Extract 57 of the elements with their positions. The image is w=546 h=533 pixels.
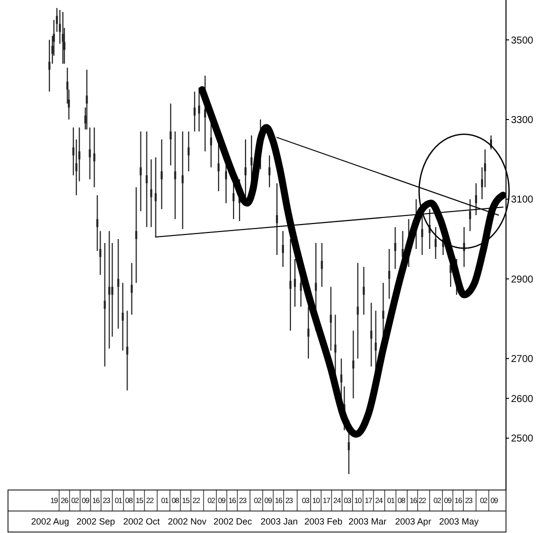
candlestick bbox=[88, 126, 91, 180]
candlestick bbox=[160, 138, 163, 210]
y-tick-label: 2600 bbox=[511, 394, 534, 405]
candlestick bbox=[194, 91, 196, 132]
y-tick-label: 3300 bbox=[511, 115, 534, 126]
text: 2002 Nov bbox=[168, 516, 207, 527]
candlestick bbox=[469, 198, 472, 232]
candlestick bbox=[362, 266, 365, 316]
candlestick bbox=[182, 130, 184, 230]
candlestick bbox=[268, 154, 270, 188]
candlestick bbox=[198, 87, 200, 132]
candlestick bbox=[394, 226, 396, 270]
candlestick bbox=[434, 226, 437, 260]
candlestick bbox=[475, 182, 478, 216]
candlestick bbox=[104, 242, 106, 368]
candlestick bbox=[340, 358, 342, 399]
candlestick bbox=[126, 310, 128, 391]
candlestick bbox=[146, 130, 148, 228]
candlestick bbox=[388, 248, 390, 300]
text: 2003 Feb bbox=[304, 516, 342, 527]
y-tick-label: 2700 bbox=[511, 354, 534, 366]
text: 2003 Jan bbox=[260, 516, 298, 527]
candlestick bbox=[154, 156, 157, 238]
candlestick bbox=[135, 186, 138, 284]
candlestick bbox=[282, 230, 284, 268]
candlestick bbox=[276, 182, 278, 256]
y-tick-label: 3100 bbox=[511, 194, 534, 206]
candlestick bbox=[122, 282, 124, 352]
candlestick bbox=[320, 242, 323, 288]
candlestick bbox=[62, 11, 64, 64]
candlestick bbox=[356, 262, 359, 360]
candlestick bbox=[188, 130, 190, 172]
text: 2002 Sep bbox=[76, 516, 116, 527]
candlestick bbox=[352, 330, 354, 399]
text: 2003 May bbox=[439, 516, 480, 527]
text: 2003 Apr bbox=[395, 516, 432, 527]
candlestick bbox=[117, 238, 120, 330]
candlestick bbox=[289, 238, 292, 332]
candlestick bbox=[150, 158, 152, 228]
candlestick bbox=[48, 39, 50, 92]
text: 2003 Mar bbox=[348, 516, 387, 527]
y-tick-label: 2500 bbox=[511, 434, 534, 445]
text: 2002 Aug bbox=[31, 516, 70, 527]
candlestick bbox=[170, 103, 172, 166]
candlestick bbox=[294, 258, 296, 308]
candlestick bbox=[370, 302, 372, 368]
candlestick bbox=[108, 230, 110, 350]
y-tick-label: 3500 bbox=[511, 35, 534, 46]
candlestick bbox=[307, 306, 310, 360]
candlestick bbox=[330, 286, 332, 352]
text: 2002 Dec bbox=[214, 516, 253, 527]
candlestick bbox=[174, 130, 176, 220]
y-tick-label: 2900 bbox=[511, 274, 534, 286]
text: 2002 Oct bbox=[123, 516, 160, 527]
candlestick bbox=[93, 126, 96, 188]
candlestick bbox=[130, 262, 133, 316]
candlestick bbox=[140, 130, 142, 212]
